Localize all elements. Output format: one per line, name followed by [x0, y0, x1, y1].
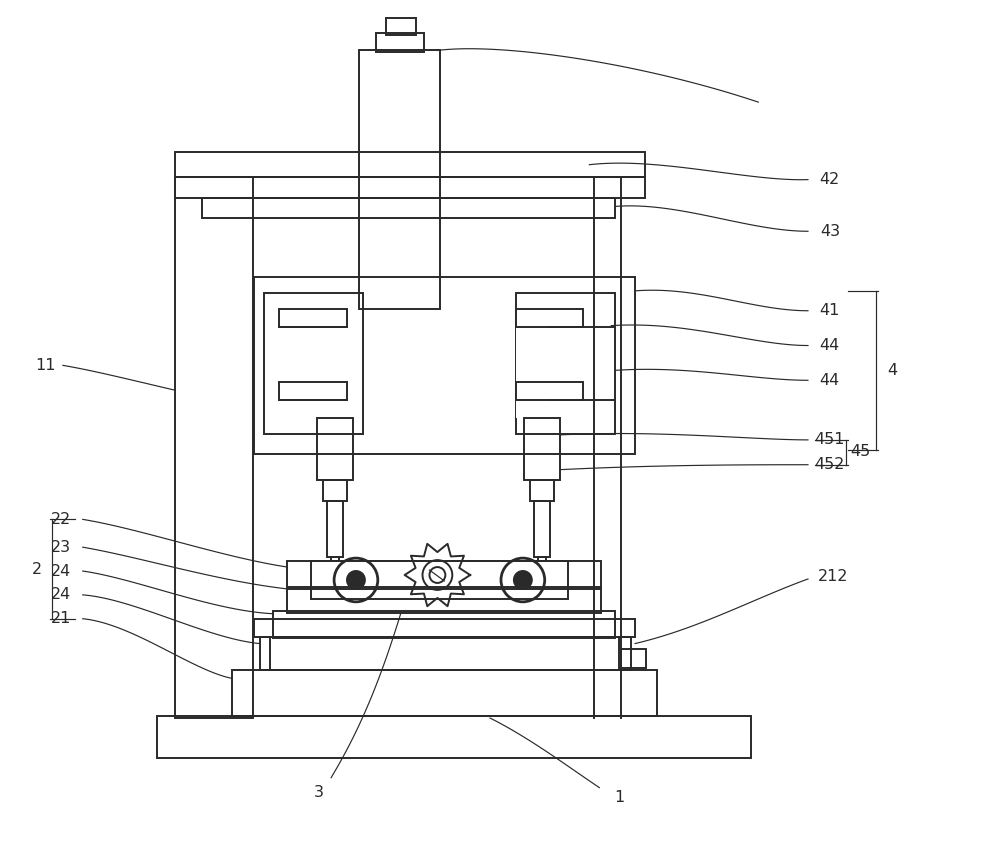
Bar	[311, 561, 568, 599]
Bar	[516, 309, 583, 327]
Text: 41: 41	[820, 303, 840, 318]
Text: 44: 44	[820, 338, 840, 353]
Text: 24: 24	[51, 587, 71, 602]
Circle shape	[513, 570, 533, 590]
Text: 43: 43	[820, 224, 840, 239]
Bar	[254, 277, 635, 454]
Bar	[323, 479, 347, 501]
Bar	[287, 587, 601, 612]
Text: 42: 42	[820, 172, 840, 187]
Bar	[264, 293, 363, 434]
Bar	[157, 716, 751, 758]
Text: 212: 212	[818, 569, 848, 584]
Bar	[175, 177, 253, 718]
Bar	[279, 309, 347, 327]
Bar	[287, 561, 601, 589]
Bar	[232, 670, 657, 716]
Text: 45: 45	[850, 445, 871, 459]
Bar	[376, 32, 424, 53]
Text: 11: 11	[35, 358, 55, 373]
Bar	[279, 382, 347, 400]
Bar	[516, 309, 583, 418]
Bar	[202, 198, 615, 219]
Bar	[386, 18, 416, 35]
Bar	[175, 152, 645, 177]
Bar	[359, 51, 440, 309]
Text: 23: 23	[51, 540, 71, 555]
Bar	[317, 418, 353, 479]
Text: 1: 1	[614, 790, 624, 805]
Bar	[273, 611, 615, 638]
Text: 4: 4	[887, 363, 897, 378]
Bar	[279, 309, 347, 418]
Bar	[327, 501, 343, 557]
Bar	[254, 618, 635, 637]
Bar	[530, 479, 554, 501]
Text: 22: 22	[51, 512, 71, 527]
Bar	[516, 293, 615, 434]
Text: 451: 451	[815, 432, 845, 447]
Text: 21: 21	[51, 612, 71, 626]
Circle shape	[346, 570, 366, 590]
Bar	[534, 501, 550, 557]
Text: 44: 44	[820, 373, 840, 388]
Bar	[621, 649, 646, 668]
Bar	[270, 637, 619, 670]
Text: 2: 2	[32, 562, 42, 577]
Text: 24: 24	[51, 563, 71, 579]
Bar	[538, 557, 546, 561]
Bar	[524, 418, 560, 479]
Bar	[516, 382, 583, 400]
Text: 3: 3	[314, 785, 324, 800]
Bar	[175, 177, 645, 198]
Text: 452: 452	[815, 457, 845, 473]
Bar	[260, 637, 631, 670]
Bar	[331, 557, 339, 561]
